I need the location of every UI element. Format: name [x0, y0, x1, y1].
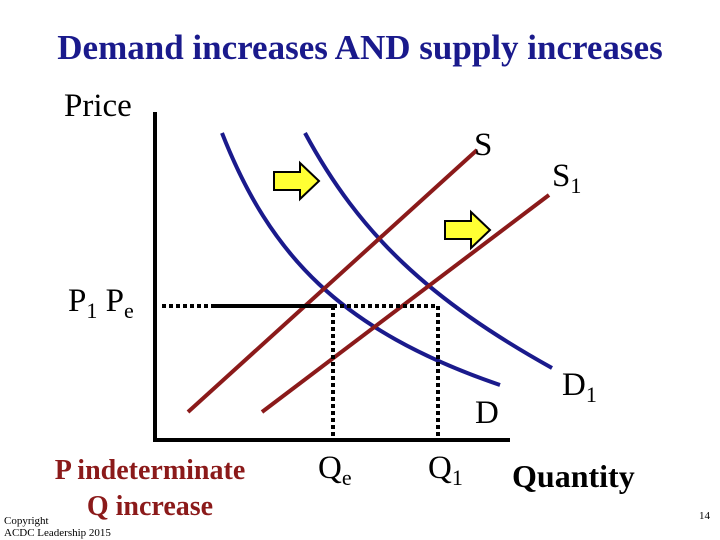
q1-label: Q1	[428, 450, 463, 490]
supply-curve-s1	[260, 193, 551, 414]
demand-label: D	[475, 395, 499, 431]
slide-title: Demand increases AND supply increases	[57, 28, 663, 67]
right-arrow-icon	[273, 160, 321, 202]
right-arrow-icon	[444, 209, 492, 251]
price-p1-pe-label: P1 Pe	[68, 283, 134, 323]
price-indeterminate-note: P indeterminate	[54, 455, 246, 486]
page-number: 14	[699, 510, 710, 522]
demand-curve-d1	[303, 132, 553, 370]
qe-label: Qe	[318, 450, 352, 490]
demand-curve	[220, 132, 501, 387]
price-axis-label: Price	[64, 88, 132, 124]
copyright-org: ACDC Leadership 2015	[4, 527, 111, 539]
copyright-text: Copyright	[4, 515, 49, 527]
supply-s1-label: S1	[552, 158, 582, 198]
supply-label: S	[474, 127, 493, 163]
demand-d1-label: D1	[562, 367, 597, 407]
supply-curve	[186, 148, 479, 414]
quantity-axis-label: Quantity	[512, 458, 635, 494]
quantity-increase-note: Q increase	[86, 491, 214, 522]
